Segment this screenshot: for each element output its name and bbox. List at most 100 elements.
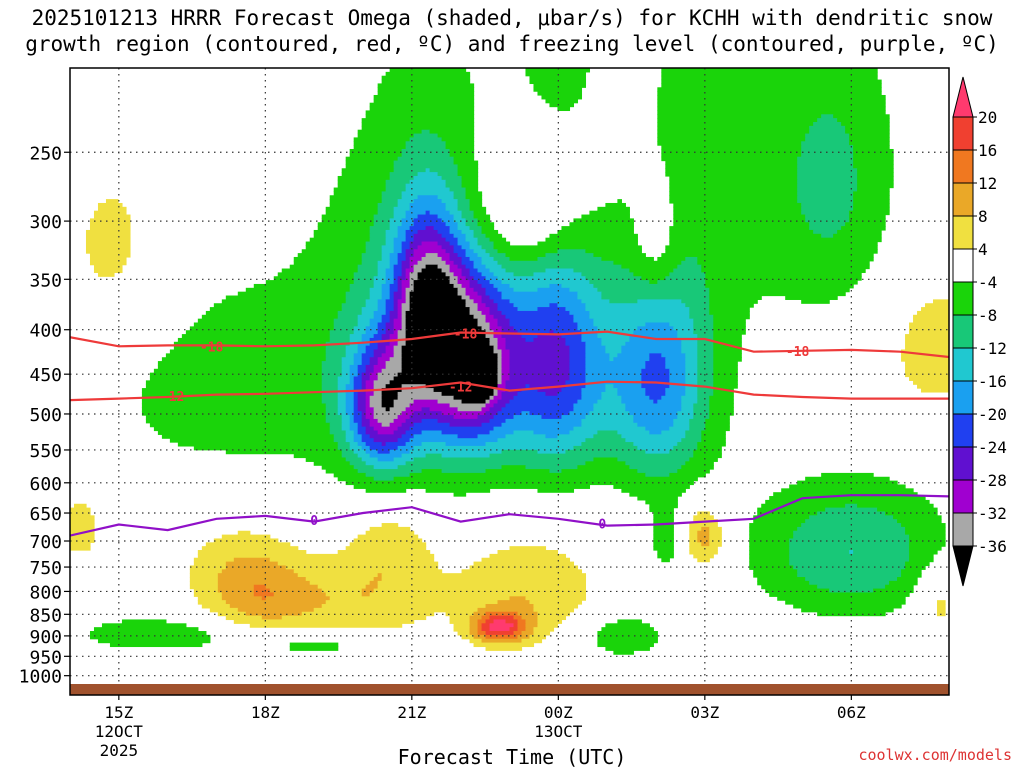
- omega-cell: [561, 226, 634, 231]
- omega-cell: [901, 349, 949, 354]
- omega-cell: [237, 530, 251, 536]
- omega-cell: [405, 145, 447, 150]
- omega-cell: [709, 403, 734, 408]
- omega-cell: [185, 330, 331, 335]
- omega-cell: [441, 256, 451, 262]
- omega-cell: [697, 511, 710, 516]
- omega-cell: [517, 307, 539, 312]
- omega-cell: [689, 426, 706, 432]
- omega-cell: [397, 334, 407, 339]
- omega-cell: [937, 607, 946, 613]
- omega-cell: [605, 349, 622, 354]
- omega-cell: [377, 573, 383, 578]
- omega-cell: [405, 214, 419, 219]
- omega-cell: [673, 268, 702, 273]
- omega-cell: [805, 137, 850, 142]
- omega-cell: [501, 310, 571, 316]
- omega-cell: [501, 357, 511, 362]
- omega-cell: [673, 422, 690, 428]
- omega-cell: [401, 384, 427, 389]
- omega-cell: [409, 472, 646, 478]
- omega-cell: [413, 133, 439, 139]
- omega-cell: [473, 561, 575, 567]
- omega-cell: [341, 372, 351, 378]
- omega-cell: [613, 484, 690, 489]
- omega-cell: [469, 615, 483, 621]
- omega-cell: [545, 434, 559, 439]
- omega-cell: [533, 272, 583, 277]
- omega-cell: [217, 580, 311, 586]
- omega-cell: [453, 249, 467, 254]
- omega-cell: [517, 611, 539, 617]
- omega-cell: [497, 380, 503, 385]
- omega-cell: [409, 426, 495, 432]
- omega-cell: [417, 260, 447, 266]
- omega-cell: [189, 577, 219, 582]
- omega-cell: [161, 357, 327, 362]
- omega-cell: [573, 218, 634, 223]
- omega-cell: [685, 357, 698, 362]
- omega-cell: [353, 357, 363, 362]
- omega-cell: [373, 407, 387, 412]
- omega-cell: [809, 226, 842, 231]
- omega-cell: [757, 511, 818, 516]
- omega-cell: [573, 407, 595, 412]
- omega-cell: [533, 627, 555, 632]
- omega-cell: [325, 345, 347, 351]
- omega-cell: [521, 631, 535, 636]
- omega-cell: [677, 442, 698, 447]
- omega-cell: [361, 357, 371, 362]
- omega-cell: [105, 199, 119, 204]
- omega-cell: [457, 291, 467, 297]
- omega-cell: [401, 222, 415, 227]
- omega-cell: [377, 210, 395, 216]
- omega-cell: [425, 168, 431, 173]
- omega-cell: [457, 241, 471, 246]
- colorbar-label: -28: [978, 471, 1007, 490]
- omega-cell: [373, 384, 387, 389]
- omega-cell: [529, 75, 587, 81]
- omega-cell: [749, 546, 790, 551]
- omega-cell: [481, 627, 491, 632]
- omega-cell: [361, 125, 475, 131]
- omega-cell: [357, 469, 423, 474]
- omega-cell: [501, 264, 622, 270]
- omega-cell: [661, 145, 802, 150]
- omega-cell: [349, 415, 355, 420]
- colorbar-label: -36: [978, 537, 1007, 556]
- omega-cell: [465, 191, 483, 196]
- omega-cell: [277, 561, 439, 567]
- omega-cell: [265, 280, 355, 285]
- omega-cell: [413, 411, 443, 416]
- omega-cell: [669, 380, 686, 385]
- omega-cell: [329, 202, 379, 208]
- omega-cell: [709, 411, 734, 416]
- omega-cell: [337, 395, 347, 401]
- omega-cell: [377, 330, 387, 335]
- omega-cell: [485, 631, 515, 636]
- omega-cell: [261, 596, 267, 601]
- omega-cell: [377, 307, 387, 312]
- omega-cell: [709, 534, 722, 540]
- omega-cell: [633, 272, 670, 277]
- omega-cell: [101, 623, 187, 628]
- omega-cell: [569, 411, 591, 416]
- omega-cell: [509, 283, 551, 289]
- omega-cell: [449, 422, 483, 428]
- omega-cell: [389, 310, 399, 316]
- omega-cell: [489, 322, 499, 327]
- omega-cell: [377, 449, 391, 455]
- omega-cell: [357, 399, 367, 405]
- omega-cell: [705, 280, 858, 285]
- omega-cell: [909, 326, 949, 331]
- omega-cell: [877, 507, 938, 513]
- omega-cell: [497, 361, 503, 366]
- omega-cell: [657, 137, 806, 142]
- omega-cell: [897, 577, 918, 582]
- omega-cell: [493, 345, 499, 351]
- omega-cell: [389, 357, 403, 362]
- x-tick-label: 18Z: [251, 703, 280, 722]
- omega-cell: [361, 384, 367, 389]
- omega-cell: [509, 322, 579, 327]
- omega-cell: [685, 391, 698, 397]
